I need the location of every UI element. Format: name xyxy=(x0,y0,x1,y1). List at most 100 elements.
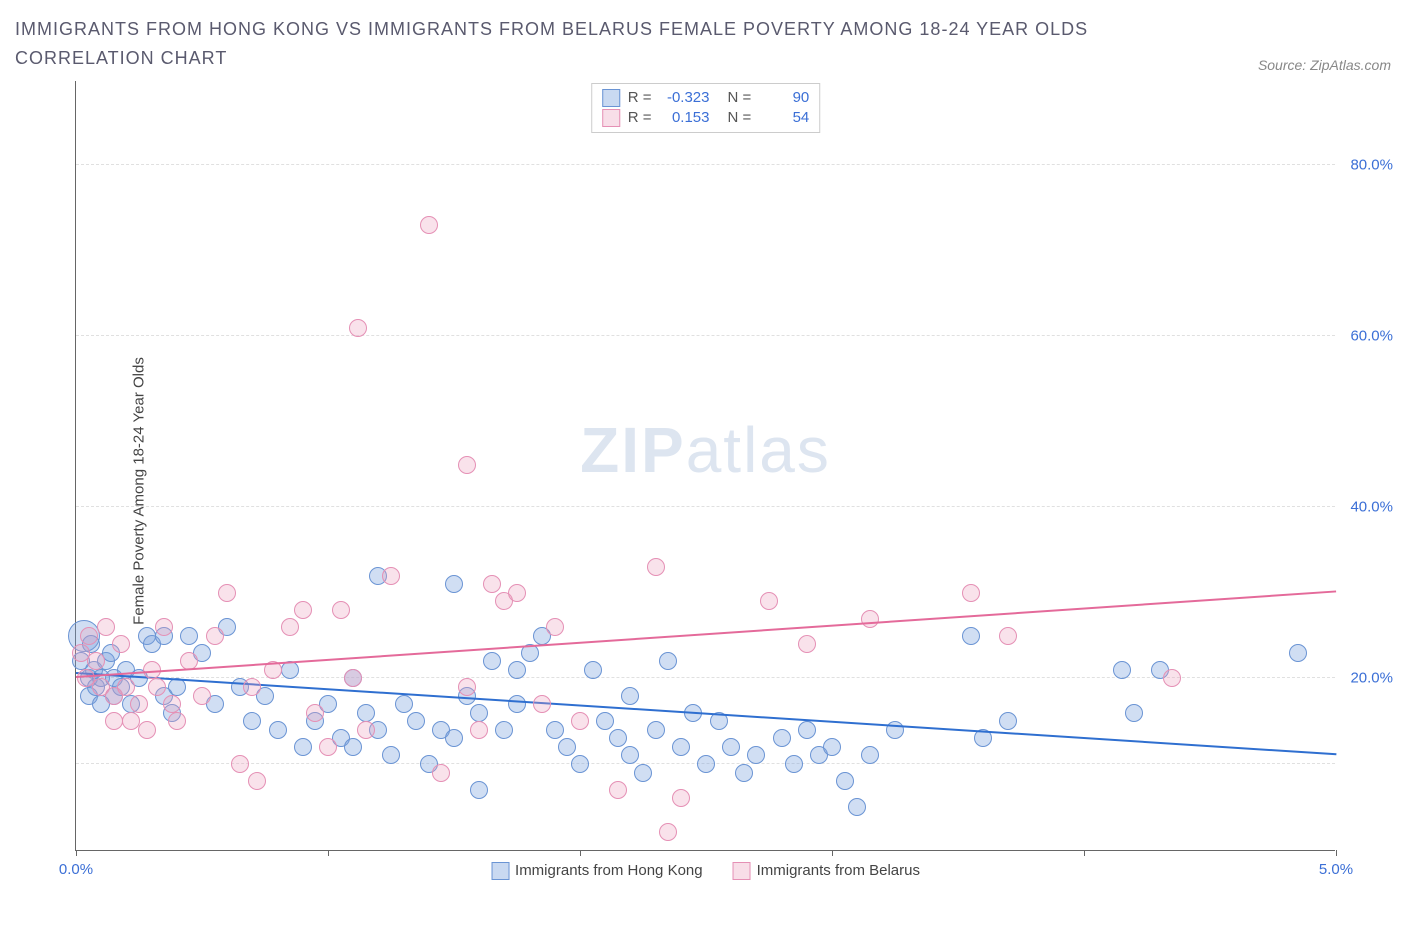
data-point xyxy=(231,755,249,773)
data-point xyxy=(243,678,261,696)
data-point xyxy=(97,618,115,636)
data-point xyxy=(659,652,677,670)
x-tick xyxy=(1336,850,1337,856)
data-point xyxy=(458,678,476,696)
data-point xyxy=(571,755,589,773)
data-point xyxy=(248,772,266,790)
data-point xyxy=(722,738,740,756)
data-point xyxy=(747,746,765,764)
data-point xyxy=(495,721,513,739)
data-point xyxy=(407,712,425,730)
data-point xyxy=(999,712,1017,730)
series-name-blue: Immigrants from Hong Kong xyxy=(515,862,703,879)
data-point xyxy=(281,618,299,636)
legend-item-blue: Immigrants from Hong Kong xyxy=(491,862,703,880)
data-point xyxy=(1163,669,1181,687)
data-point xyxy=(112,635,130,653)
x-tick xyxy=(328,850,329,856)
data-point xyxy=(647,721,665,739)
data-point xyxy=(180,627,198,645)
data-point xyxy=(609,729,627,747)
r-label: R = xyxy=(628,89,652,106)
data-point xyxy=(117,678,135,696)
data-point xyxy=(432,764,450,782)
data-point xyxy=(596,712,614,730)
legend-item-pink: Immigrants from Belarus xyxy=(733,862,920,880)
x-tick xyxy=(832,850,833,856)
data-point xyxy=(193,687,211,705)
data-point xyxy=(823,738,841,756)
data-point xyxy=(672,738,690,756)
data-point xyxy=(218,584,236,602)
data-point xyxy=(962,584,980,602)
y-tick-label: 80.0% xyxy=(1350,157,1393,174)
gridline xyxy=(76,335,1335,336)
data-point xyxy=(87,652,105,670)
r-value-blue: -0.323 xyxy=(660,89,710,106)
data-point xyxy=(349,319,367,337)
data-point xyxy=(621,687,639,705)
data-point xyxy=(80,627,98,645)
data-point xyxy=(546,721,564,739)
data-point xyxy=(344,738,362,756)
legend-series: Immigrants from Hong Kong Immigrants fro… xyxy=(491,862,920,880)
data-point xyxy=(357,721,375,739)
data-point xyxy=(848,798,866,816)
data-point xyxy=(420,216,438,234)
gridline xyxy=(76,677,1335,678)
data-point xyxy=(508,584,526,602)
source-attribution: Source: ZipAtlas.com xyxy=(1258,57,1391,73)
data-point xyxy=(659,823,677,841)
data-point xyxy=(508,695,526,713)
data-point xyxy=(395,695,413,713)
data-point xyxy=(609,781,627,799)
data-point xyxy=(470,781,488,799)
data-point xyxy=(861,746,879,764)
data-point xyxy=(621,746,639,764)
data-point xyxy=(533,695,551,713)
data-point xyxy=(445,575,463,593)
legend-stats-box: R = -0.323 N = 90 R = 0.153 N = 54 xyxy=(591,83,821,133)
data-point xyxy=(319,738,337,756)
data-point xyxy=(735,764,753,782)
data-point xyxy=(1289,644,1307,662)
data-point xyxy=(697,755,715,773)
y-tick-label: 60.0% xyxy=(1350,328,1393,345)
y-tick-label: 20.0% xyxy=(1350,670,1393,687)
data-point xyxy=(798,721,816,739)
swatch-blue xyxy=(491,862,509,880)
gridline xyxy=(76,164,1335,165)
data-point xyxy=(798,635,816,653)
n-value-blue: 90 xyxy=(759,89,809,106)
data-point xyxy=(445,729,463,747)
watermark: ZIPatlas xyxy=(580,413,831,487)
data-point xyxy=(470,704,488,722)
data-point xyxy=(306,704,324,722)
data-point xyxy=(105,712,123,730)
r-label: R = xyxy=(628,109,652,126)
data-point xyxy=(773,729,791,747)
data-point xyxy=(785,755,803,773)
data-point xyxy=(760,592,778,610)
data-point xyxy=(483,575,501,593)
data-point xyxy=(546,618,564,636)
data-point xyxy=(672,789,690,807)
data-point xyxy=(647,558,665,576)
data-point xyxy=(206,627,224,645)
x-tick-label: 5.0% xyxy=(1319,861,1353,878)
y-tick-label: 40.0% xyxy=(1350,499,1393,516)
data-point xyxy=(357,704,375,722)
x-tick-label: 0.0% xyxy=(59,861,93,878)
x-tick xyxy=(76,850,77,856)
data-point xyxy=(836,772,854,790)
gridline xyxy=(76,506,1335,507)
data-point xyxy=(138,721,156,739)
data-point xyxy=(332,601,350,619)
n-value-pink: 54 xyxy=(759,109,809,126)
chart-container: Female Poverty Among 18-24 Year Olds ZIP… xyxy=(15,81,1391,901)
data-point xyxy=(458,456,476,474)
swatch-pink xyxy=(602,109,620,127)
x-tick xyxy=(1084,850,1085,856)
data-point xyxy=(148,678,166,696)
data-point xyxy=(634,764,652,782)
